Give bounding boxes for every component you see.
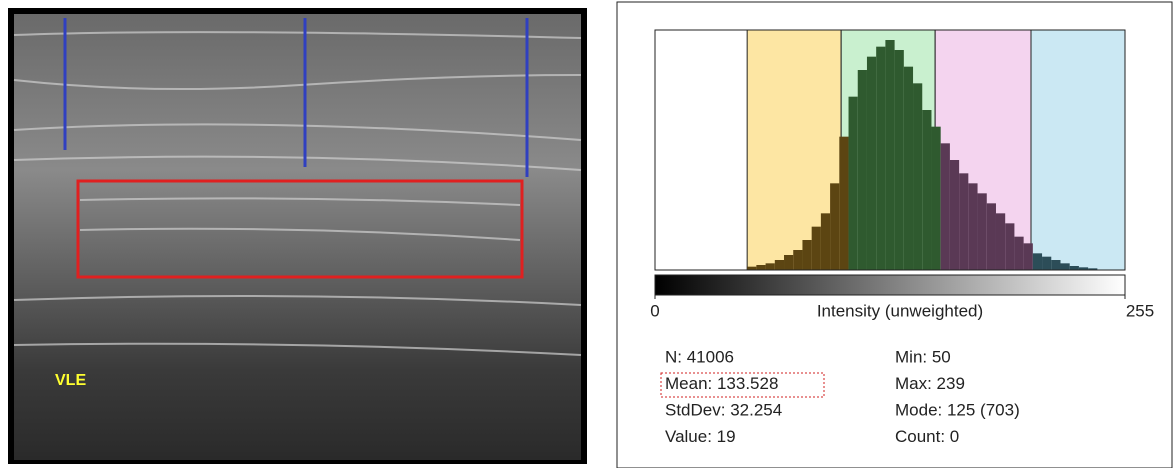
- bar: [784, 255, 793, 270]
- bar: [885, 40, 894, 270]
- bar: [941, 143, 950, 270]
- bar: [913, 83, 922, 270]
- bar: [812, 227, 821, 270]
- bar: [849, 97, 858, 270]
- ultrasound-image: VLE: [8, 8, 587, 464]
- bar: [802, 240, 811, 270]
- intensity-gradient: [655, 275, 1125, 295]
- bar: [1060, 263, 1069, 270]
- bar: [830, 183, 839, 270]
- bar: [959, 173, 968, 270]
- bar: [978, 193, 987, 270]
- stat-text: Value: 19: [665, 427, 736, 446]
- figure: VLE Intensity (unweighted) 0 255 N: 41006 M…: [0, 0, 1173, 468]
- bar: [1042, 257, 1051, 270]
- bar: [1070, 266, 1079, 270]
- histogram: [655, 30, 1125, 270]
- bar: [1014, 237, 1023, 270]
- stat-text: Count: 0: [895, 427, 959, 446]
- x-axis-label: Intensity (unweighted): [817, 301, 983, 320]
- stat-text: Mean: 133.528: [665, 374, 778, 393]
- bar: [950, 160, 959, 270]
- bar: [839, 137, 848, 270]
- bar: [996, 213, 1005, 270]
- x-tick-label: 255: [1126, 301, 1154, 320]
- bar: [922, 110, 931, 270]
- bar: [793, 250, 802, 270]
- bar: [1005, 223, 1014, 270]
- bar: [895, 50, 904, 270]
- bar: [1033, 253, 1042, 270]
- bar: [821, 213, 830, 270]
- stat-text: Max: 239: [895, 374, 965, 393]
- band: [1031, 30, 1125, 270]
- bar: [766, 263, 775, 270]
- bar: [858, 70, 867, 270]
- bar: [931, 127, 940, 270]
- image-label: VLE: [55, 372, 86, 389]
- bar: [968, 183, 977, 270]
- bar: [1024, 243, 1033, 270]
- bar: [876, 47, 885, 270]
- stat-text: N: 41006: [665, 347, 734, 366]
- stat-text: Min: 50: [895, 347, 951, 366]
- bar: [987, 203, 996, 270]
- stat-text: StdDev: 32.254: [665, 400, 782, 419]
- stat-text: Mode: 125 (703): [895, 400, 1020, 419]
- bar: [904, 67, 913, 270]
- bar: [756, 265, 765, 270]
- x-tick-label: 0: [650, 301, 659, 320]
- bar: [867, 57, 876, 270]
- bar: [775, 260, 784, 270]
- bar: [1051, 260, 1060, 270]
